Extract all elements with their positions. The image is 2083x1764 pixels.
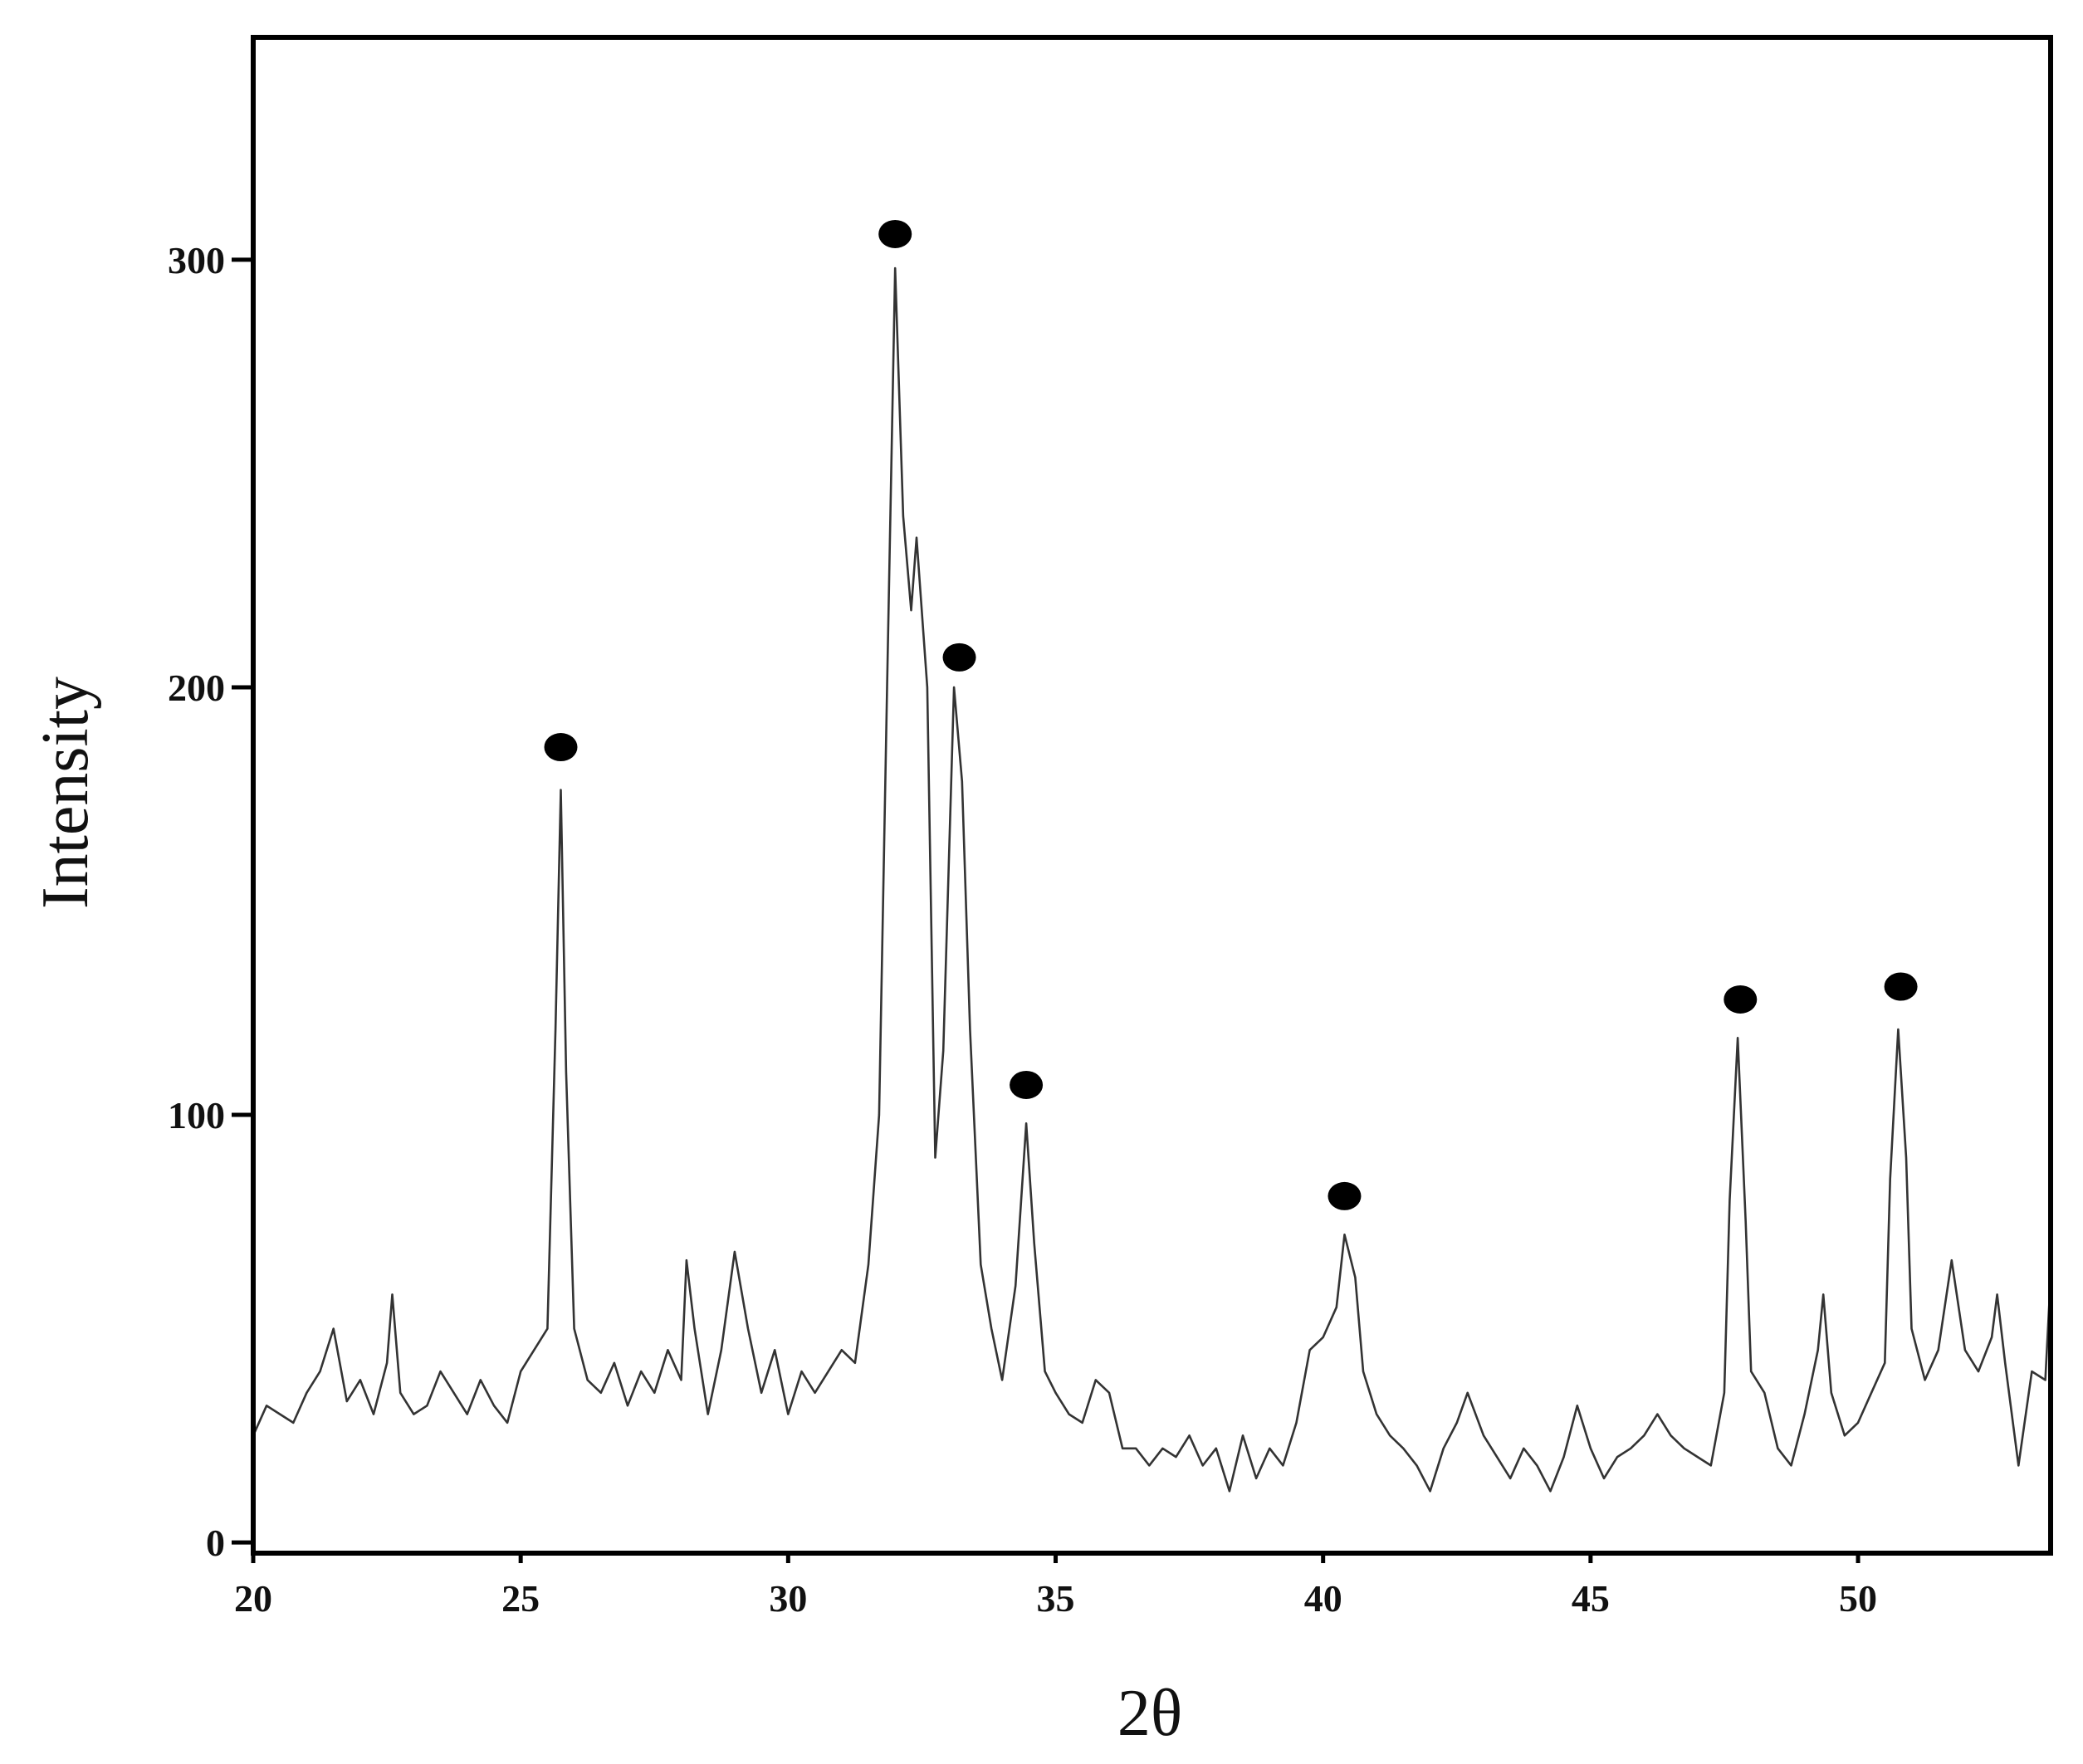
x-tick-label: 25: [501, 1577, 540, 1620]
peak-marker: [1328, 1181, 1362, 1210]
x-tick-label: 20: [234, 1577, 272, 1620]
y-tick-label: 200: [168, 667, 225, 709]
x-tick-label: 40: [1304, 1577, 1342, 1620]
y-tick-label: 100: [168, 1094, 225, 1136]
data-line: [252, 266, 2052, 1493]
peak-marker: [1724, 985, 1758, 1014]
y-tick-label: 300: [168, 239, 225, 281]
peak-marker: [878, 219, 912, 248]
x-tick-label: 30: [769, 1577, 807, 1620]
y-tick-label: 0: [206, 1522, 225, 1564]
plot-frame: [251, 35, 2053, 1556]
x-tick-label: 50: [1839, 1577, 1877, 1620]
x-tick-label: 45: [1572, 1577, 1610, 1620]
peak-marker: [544, 733, 578, 762]
peak-marker: [942, 643, 976, 672]
peak-marker: [1010, 1070, 1044, 1099]
peak-marker: [1884, 972, 1918, 1001]
y-axis-label: Intensity: [29, 677, 102, 909]
x-axis-label: 2θ: [1117, 1677, 1182, 1750]
x-tick-label: 35: [1037, 1577, 1075, 1620]
